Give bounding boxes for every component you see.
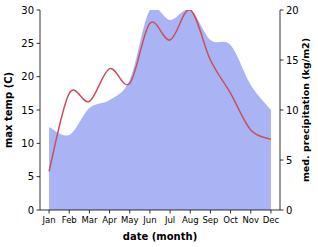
x-tick <box>69 210 70 214</box>
x-tick-label: Mar <box>81 215 98 225</box>
y2-tick-label: 5 <box>286 155 292 166</box>
x-tick <box>270 210 271 214</box>
precip-area <box>49 10 271 210</box>
y-tick <box>37 176 41 177</box>
y-tick-label: 25 <box>21 38 34 49</box>
y2-label: med. precipitation (kg/m2) <box>300 38 311 182</box>
x-tick-label: Aug <box>182 215 199 225</box>
y2-tick <box>280 10 284 11</box>
x-tick <box>109 210 110 214</box>
y-tick-label: 0 <box>28 205 34 216</box>
x-tick <box>190 210 191 214</box>
x-tick-label: Apr <box>102 215 117 225</box>
x-tick <box>170 210 171 214</box>
y-tick-label: 5 <box>28 171 34 182</box>
plot-area <box>49 10 271 210</box>
x-tick-label: Jul <box>164 215 175 225</box>
y2-tick-label: 20 <box>286 5 299 16</box>
y-tick-label: 10 <box>21 138 34 149</box>
y2-tick <box>280 60 284 61</box>
y2-tick <box>280 210 284 211</box>
y2-tick-label: 10 <box>286 105 299 116</box>
x-tick <box>230 210 231 214</box>
x-tick-label: Feb <box>62 215 77 225</box>
x-tick-label: May <box>121 215 139 225</box>
x-tick-label: Jun <box>142 215 156 225</box>
chart: 0 5 10 15 20 25 30 0 5 10 15 20 Jan Feb Mar Apr MayJun Ju… <box>0 0 318 247</box>
y-tick <box>37 76 41 77</box>
y2-tick-label: 15 <box>286 55 299 66</box>
y-tick <box>37 10 41 11</box>
y-tick <box>37 210 41 211</box>
y-tick-label: 20 <box>21 71 34 82</box>
y2-tick <box>280 160 284 161</box>
x-tick-label: Nov <box>242 215 259 225</box>
x-tick <box>149 210 150 214</box>
y-tick-label: 30 <box>21 5 34 16</box>
y-tick-label: 15 <box>21 105 34 116</box>
x-tick-label: Sep <box>202 215 218 225</box>
y-tick <box>37 110 41 111</box>
x-label: date (month) <box>123 231 197 242</box>
x-tick-label: Jan <box>42 215 56 225</box>
y-label: max temp (C) <box>3 72 14 148</box>
y2-tick <box>280 110 284 111</box>
x-tick <box>89 210 90 214</box>
x-tick <box>210 210 211 214</box>
x-tick <box>49 210 50 214</box>
y2-tick-label: 0 <box>286 205 292 216</box>
x-tick <box>129 210 130 214</box>
x-tick-label: Dec <box>263 215 280 225</box>
y-tick <box>37 43 41 44</box>
temp-line <box>49 10 271 171</box>
x-tick-label: Oct <box>223 215 238 225</box>
x-tick <box>250 210 251 214</box>
bottom-axis <box>40 210 280 211</box>
y-tick <box>37 143 41 144</box>
